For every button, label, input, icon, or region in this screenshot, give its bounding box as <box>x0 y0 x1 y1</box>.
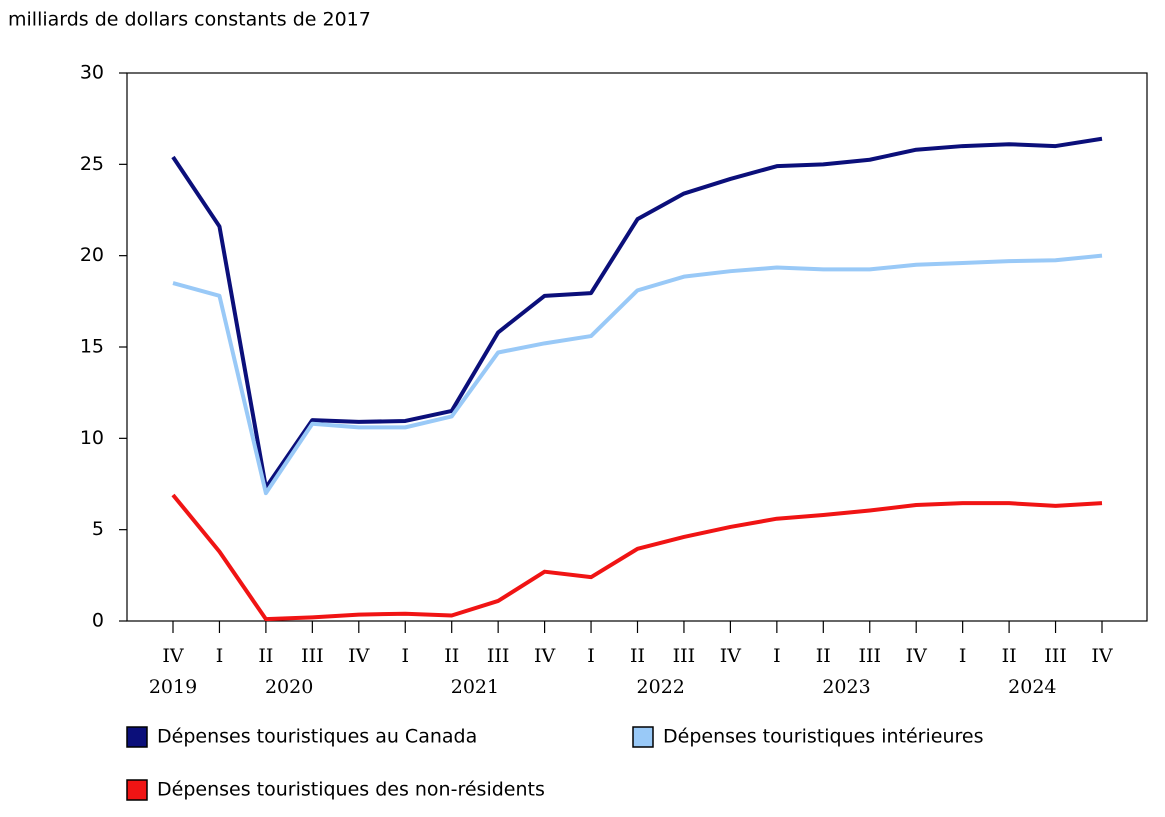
x-tick-label: II <box>258 645 273 667</box>
x-tick-label: IV <box>162 645 184 667</box>
x-tick-label: II <box>444 645 459 667</box>
chart-title: milliards de dollars constants de 2017 <box>8 9 371 31</box>
x-tick-label: II <box>630 645 645 667</box>
x-tick-label: IV <box>1091 645 1113 667</box>
legend-label: Dépenses touristiques au Canada <box>157 726 477 748</box>
x-group-label: 2024 <box>1008 676 1056 698</box>
x-tick-label: III <box>858 645 881 667</box>
x-tick-label: I <box>216 645 224 667</box>
x-tick-label: IV <box>906 645 928 667</box>
x-group-label: 2022 <box>637 676 685 698</box>
x-group-label: 2023 <box>822 676 870 698</box>
x-tick-label: IV <box>534 645 556 667</box>
x-group-label: 2021 <box>451 676 499 698</box>
x-tick-label: III <box>1044 645 1067 667</box>
legend-swatch <box>126 779 148 801</box>
legend-swatch <box>126 726 148 748</box>
legend-label: Dépenses touristiques intérieures <box>663 726 983 748</box>
plot-frame <box>126 72 1148 622</box>
y-tick-label: 30 <box>80 62 104 84</box>
legend-label: Dépenses touristiques des non-résidents <box>157 779 545 801</box>
x-tick-label: I <box>959 645 967 667</box>
y-tick-label: 15 <box>80 336 104 358</box>
x-tick-label: I <box>587 645 595 667</box>
y-tick-label: 10 <box>80 427 104 449</box>
x-tick-label: IV <box>348 645 370 667</box>
x-tick-label: II <box>1002 645 1017 667</box>
y-tick-label: 25 <box>80 153 104 175</box>
series-line <box>171 493 1103 622</box>
series-line <box>172 253 1103 496</box>
y-tick-label: 0 <box>92 610 104 632</box>
x-group-label: 2019 <box>149 676 197 698</box>
x-tick-label: II <box>816 645 831 667</box>
x-tick-label: III <box>487 645 510 667</box>
x-tick-label: III <box>673 645 696 667</box>
y-tick-label: 20 <box>80 244 104 266</box>
x-tick-label: III <box>301 645 324 667</box>
legend-swatch <box>632 726 654 748</box>
y-tick-label: 5 <box>92 518 104 540</box>
x-tick-label: I <box>773 645 781 667</box>
x-group-label: 2020 <box>265 676 313 698</box>
x-tick-label: I <box>401 645 409 667</box>
series-line <box>171 136 1103 490</box>
x-tick-label: IV <box>720 645 742 667</box>
